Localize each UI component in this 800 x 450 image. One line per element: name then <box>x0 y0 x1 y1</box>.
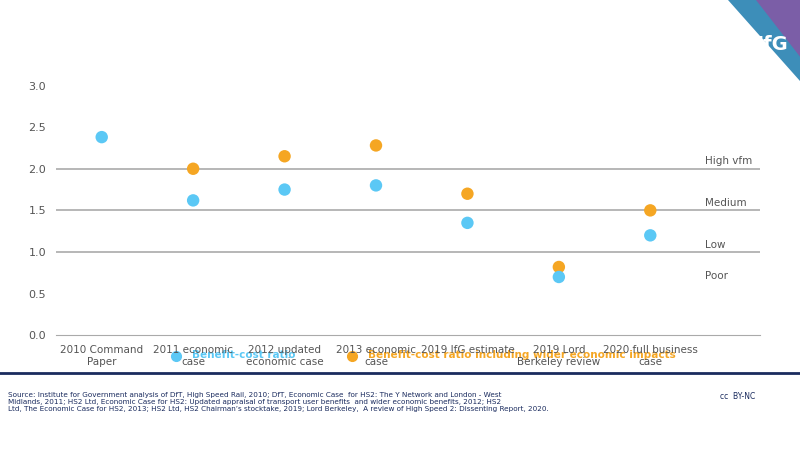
Point <box>278 153 291 160</box>
Text: cc  BY-NC: cc BY-NC <box>720 392 755 400</box>
Text: Benefit-cost ratio including wider economic impacts: Benefit-cost ratio including wider econo… <box>368 351 676 360</box>
Text: High vfm: High vfm <box>705 156 752 166</box>
Polygon shape <box>728 0 800 81</box>
Text: IfG: IfG <box>756 35 788 54</box>
Text: Medium: Medium <box>705 198 746 208</box>
Point <box>95 134 108 141</box>
Point <box>461 219 474 226</box>
Text: Benefit-cost ratio: Benefit-cost ratio <box>192 351 295 360</box>
Text: Low: Low <box>705 239 726 249</box>
Point <box>186 165 199 172</box>
Point <box>461 190 474 198</box>
Text: IfG: IfG <box>750 35 786 54</box>
Point <box>370 182 382 189</box>
Point <box>186 197 199 204</box>
Point <box>553 273 566 281</box>
Point <box>370 142 382 149</box>
Text: HS2 benefit-cost ratios: HS2 benefit-cost ratios <box>16 35 270 54</box>
Text: Source: Institute for Government analysis of DfT, High Speed Rail, 2010; DfT, Ec: Source: Institute for Government analysi… <box>8 392 549 412</box>
Text: Poor: Poor <box>705 271 728 281</box>
Point <box>644 207 657 214</box>
Point <box>278 186 291 193</box>
Polygon shape <box>756 0 800 57</box>
Point <box>553 263 566 270</box>
Point <box>644 232 657 239</box>
